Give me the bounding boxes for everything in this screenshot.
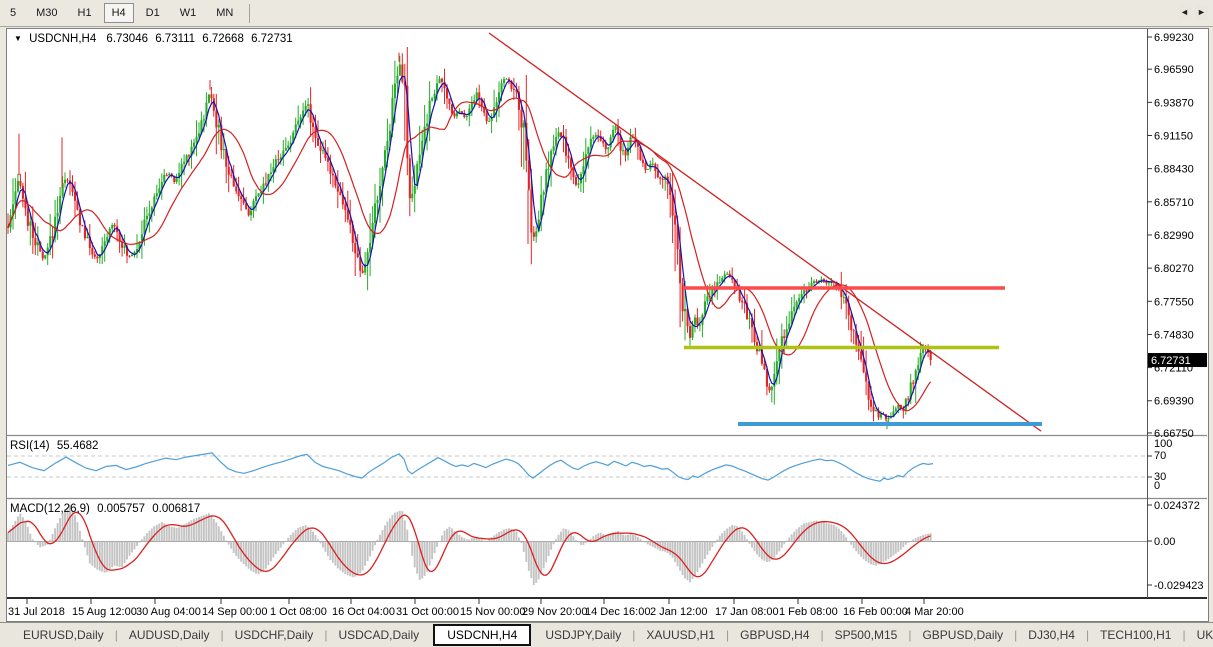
tab-scroll-left-button[interactable]: ◄: [1178, 5, 1191, 20]
chart-tab-TECH100-H1[interactable]: TECH100,H1: [1100, 628, 1172, 642]
rsi-value: 55.4682: [56, 440, 99, 452]
chart-tab-EURUSD-Daily[interactable]: EURUSD,Daily: [23, 628, 104, 642]
tab-separator: |: [1014, 628, 1018, 642]
tab-separator: |: [324, 628, 328, 642]
timeframe-button-H4[interactable]: H4: [103, 3, 134, 23]
tab-scroll-right-button[interactable]: ►: [1195, 5, 1208, 20]
timeframe-button-5[interactable]: 5: [10, 7, 17, 19]
ohlc-high: 6.73111: [155, 33, 196, 45]
chart-tab-bar: EURUSD,Daily | AUDUSD,Daily | USDCHF,Daily | U…: [0, 622, 1213, 647]
ohlc-low: 6.72668: [202, 33, 244, 45]
timeframe-button-M30[interactable]: M30: [36, 7, 58, 19]
macd-indicator-label: MACD(12,26,9) 0.005757 0.006817: [10, 503, 204, 515]
chart-window: [6, 28, 1209, 622]
ohlc-open: 6.73046: [106, 33, 148, 45]
period-toolbar: 5 M30 H1 H4 D1 W1 MN: [0, 0, 1213, 27]
chart-tab-XAUUSD-H1[interactable]: XAUUSD,H1: [646, 628, 716, 642]
toolbar-separator: [249, 3, 251, 23]
chart-tab-GBPUSD-Daily[interactable]: GBPUSD,Daily: [922, 628, 1004, 642]
chart-title: ▼ USDCNH,H4 6.73046 6.73111 6.72668 6.72…: [14, 33, 297, 45]
tab-separator: |: [114, 628, 118, 642]
ohlc-close: 6.72731: [251, 33, 293, 45]
chart-symbol-timeframe: USDCNH,H4: [29, 33, 97, 45]
timeframe-button-H1[interactable]: H1: [77, 7, 92, 19]
tab-separator: |: [1085, 628, 1090, 642]
rsi-name: RSI(14): [10, 440, 50, 452]
timeframe-button-MN[interactable]: MN: [216, 7, 234, 19]
macd-value: 0.005757: [97, 503, 146, 515]
chart-tab-GBPUSD-H4[interactable]: GBPUSD,H4: [740, 628, 810, 642]
chart-tab-AUDUSD-Daily[interactable]: AUDUSD,Daily: [128, 628, 210, 642]
chart-tab-UKC[interactable]: UKC: [1196, 628, 1213, 642]
tab-separator: |: [632, 628, 636, 642]
rsi-indicator-label: RSI(14) 55.4682: [10, 440, 102, 452]
macd-signal-value: 0.006817: [152, 503, 201, 515]
chart-tab-DJ30-H4[interactable]: DJ30,H4: [1028, 628, 1075, 642]
macd-name: MACD(12,26,9): [10, 503, 90, 515]
chart-tab-USDCNH-H4[interactable]: USDCNH,H4: [433, 624, 532, 646]
tab-separator: |: [908, 628, 912, 642]
tab-separator: |: [1182, 628, 1186, 642]
tab-separator: |: [726, 628, 730, 642]
timeframe-button-D1[interactable]: D1: [145, 7, 160, 19]
chart-tab-USDCAD-Daily[interactable]: USDCAD,Daily: [338, 628, 420, 642]
tab-separator: |: [820, 628, 824, 642]
tab-separator: |: [220, 628, 224, 642]
chart-tab-SP500-M15[interactable]: SP500,M15: [834, 628, 898, 642]
timeframe-button-W1[interactable]: W1: [179, 7, 197, 19]
chart-tab-USDJPY-Daily[interactable]: USDJPY,Daily: [545, 628, 622, 642]
chart-dropdown-icon[interactable]: ▼: [14, 34, 22, 43]
chart-tab-USDCHF-Daily[interactable]: USDCHF,Daily: [234, 628, 314, 642]
